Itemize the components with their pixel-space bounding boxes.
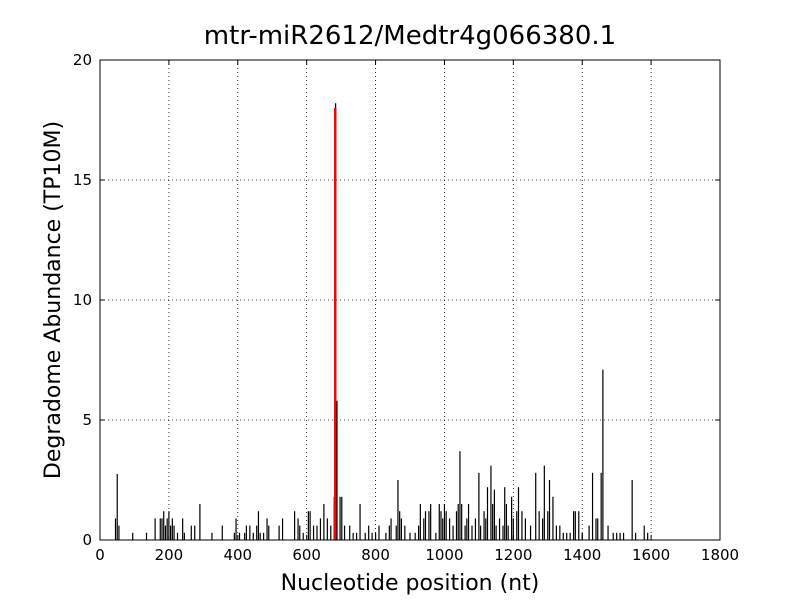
x-tick-label: 0 bbox=[95, 546, 105, 564]
y-tick-label: 10 bbox=[73, 291, 92, 309]
x-axis-label: Nucleotide position (nt) bbox=[281, 571, 540, 596]
x-tick-label: 800 bbox=[361, 546, 390, 564]
y-tick-label: 0 bbox=[82, 531, 92, 549]
chart-title: mtr-miR2612/Medtr4g066380.1 bbox=[204, 21, 616, 51]
x-tick-label: 1800 bbox=[701, 546, 739, 564]
x-tick-label: 1000 bbox=[425, 546, 463, 564]
y-tick-label: 15 bbox=[73, 171, 92, 189]
y-tick-label: 5 bbox=[82, 411, 92, 429]
x-tick-label: 400 bbox=[223, 546, 252, 564]
y-axis-label: Degradome Abundance (TP10M) bbox=[41, 121, 66, 479]
x-tick-label: 600 bbox=[292, 546, 321, 564]
x-tick-label: 1200 bbox=[494, 546, 532, 564]
x-tick-label: 1400 bbox=[563, 546, 601, 564]
y-tick-label: 20 bbox=[73, 51, 92, 69]
plot-frame bbox=[99, 59, 721, 541]
x-tick-label: 200 bbox=[155, 546, 184, 564]
x-tick-label: 1600 bbox=[632, 546, 670, 564]
